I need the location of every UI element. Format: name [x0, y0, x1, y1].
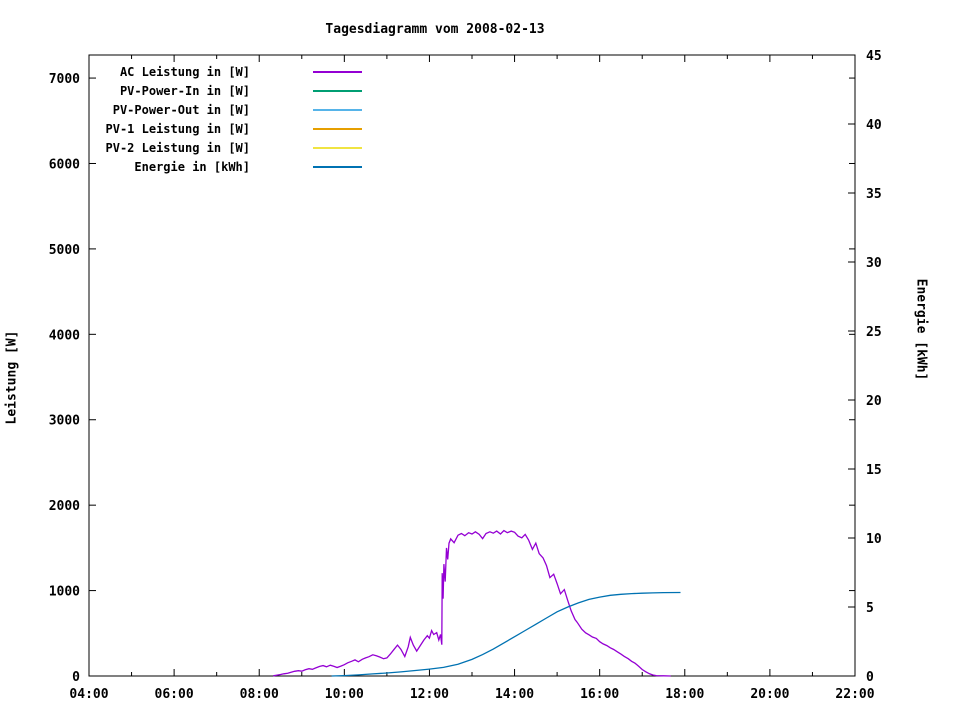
legend-label-energie: Energie in [kWh]	[134, 159, 250, 174]
legend-label-pv-2-leistung: PV-2 Leistung in [W]	[105, 140, 251, 155]
legend-label-pv-power-in: PV-Power-In in [W]	[119, 83, 250, 98]
x-tick-label: 14:00	[495, 687, 534, 702]
y-right-tick-label: 35	[866, 187, 882, 202]
series-ac-leistung	[273, 529, 671, 677]
plot-border	[88, 54, 856, 677]
y-left-tick-label: 5000	[49, 243, 80, 258]
legend: AC Leistung in [W] PV-Power-In in [W] PV-P…	[84, 62, 362, 176]
legend-line-sample-pv-1-leistung	[313, 127, 362, 130]
y-right-tick-label: 20	[866, 394, 882, 409]
y-left-tick-label: 3000	[49, 414, 80, 429]
y-left-tick-label: 2000	[49, 499, 80, 514]
x-tick-label: 06:00	[155, 687, 194, 702]
x-tick-label: 22:00	[835, 687, 874, 702]
series-energie	[331, 591, 681, 677]
y-right-tick-label: 30	[866, 256, 882, 271]
y-right-tick-label: 15	[866, 463, 882, 478]
y-left-tick-label: 6000	[49, 157, 80, 172]
y-right-tick-label: 5	[866, 601, 874, 616]
legend-row-pv-1-leistung: PV-1 Leistung in [W]	[84, 119, 362, 138]
y-right-tick-label: 25	[866, 325, 882, 340]
legend-line-sample-pv-2-leistung	[313, 146, 362, 149]
legend-label-pv-1-leistung: PV-1 Leistung in [W]	[105, 121, 251, 136]
x-tick-label: 20:00	[750, 687, 789, 702]
x-tick-label: 12:00	[410, 687, 449, 702]
legend-line-sample-energie	[313, 165, 362, 168]
legend-label-ac-leistung: AC Leistung in [W]	[119, 64, 250, 79]
legend-line-sample-pv-power-out	[313, 108, 362, 111]
y-left-tick-label: 7000	[49, 72, 80, 87]
legend-line-sample-ac-leistung	[313, 70, 362, 73]
legend-row-ac-leistung: AC Leistung in [W]	[84, 62, 362, 81]
y-right-tick-label: 40	[866, 118, 882, 133]
x-tick-label: 18:00	[665, 687, 704, 702]
y-right-tick-label: 10	[866, 532, 882, 547]
y-right-tick-label: 45	[866, 49, 882, 64]
legend-label-pv-power-out: PV-Power-Out in [W]	[112, 102, 250, 117]
y-left-tick-label: 4000	[49, 328, 80, 343]
chart-title: Tagesdiagramm vom 2008-02-13	[325, 22, 545, 37]
y-left-tick-label: 0	[72, 670, 80, 685]
legend-row-pv-power-in: PV-Power-In in [W]	[84, 81, 362, 100]
x-tick-label: 04:00	[69, 687, 108, 702]
legend-row-pv-2-leistung: PV-2 Leistung in [W]	[84, 138, 362, 157]
y-right-tick-label: 0	[866, 670, 874, 685]
x-tick-label: 16:00	[580, 687, 619, 702]
y-left-tick-label: 1000	[49, 585, 80, 600]
x-tick-label: 08:00	[240, 687, 279, 702]
legend-row-pv-power-out: PV-Power-Out in [W]	[84, 100, 362, 119]
legend-row-energie: Energie in [kWh]	[84, 157, 362, 176]
x-tick-label: 10:00	[325, 687, 364, 702]
legend-line-sample-pv-power-in	[313, 89, 362, 92]
